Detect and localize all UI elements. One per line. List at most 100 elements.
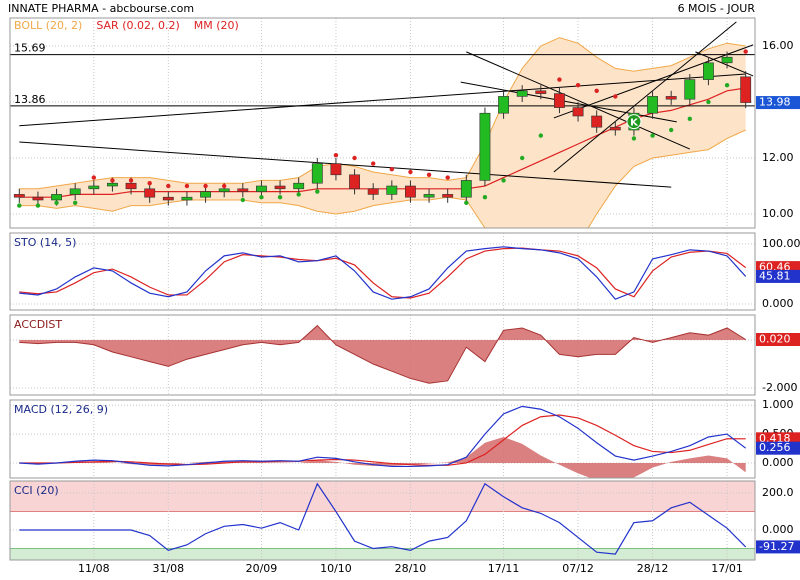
candle-body	[460, 180, 472, 198]
sar-dot	[110, 178, 115, 183]
x-tick-label: 31/08	[152, 562, 184, 575]
last-value-box	[756, 333, 800, 347]
sar-dot	[352, 155, 357, 161]
accdist-line	[19, 324, 746, 384]
y-tick-label: 200.0	[762, 486, 794, 499]
sar-dot	[296, 192, 301, 197]
candle-body	[181, 196, 193, 201]
band	[10, 481, 755, 512]
indicator-line	[19, 482, 747, 555]
candle-body	[498, 96, 509, 114]
sar-dot	[706, 99, 711, 105]
histogram	[19, 436, 746, 478]
trendline	[695, 51, 754, 77]
candle-body	[125, 182, 137, 190]
y-tick-label: 100.00	[762, 237, 800, 250]
candle-body	[237, 188, 249, 192]
sar-dot	[203, 183, 208, 189]
sar-dot	[464, 200, 469, 205]
panel-title: CCI (20)	[14, 484, 59, 497]
candle-body	[256, 185, 267, 192]
band	[10, 548, 755, 560]
y-tick-label: 0.000	[762, 523, 794, 536]
candle-body	[479, 112, 491, 181]
panel-frame	[9, 399, 756, 479]
sar-dot	[519, 155, 525, 161]
moving-average	[19, 87, 746, 198]
y-tick-label: 1.000	[762, 398, 794, 411]
sar-dot	[557, 77, 562, 82]
sar-dot	[128, 178, 134, 183]
candle-body	[405, 185, 416, 198]
candle-body	[88, 185, 100, 190]
last-value-label: 13.98	[759, 96, 791, 109]
trendline	[19, 73, 746, 127]
sar-dot	[240, 197, 246, 203]
accdist-area	[19, 325, 746, 384]
panel	[10, 233, 755, 310]
candle-body	[516, 90, 528, 97]
panel-frame	[9, 17, 756, 229]
boll-upper	[19, 37, 746, 190]
y-tick-label: -2.000	[762, 381, 797, 394]
candle-body	[293, 182, 305, 190]
sar-dot	[575, 83, 581, 88]
y-tick-label: 16.00	[762, 39, 794, 52]
x-tick-label: 28/12	[637, 562, 669, 575]
panel	[10, 18, 755, 228]
candle-body	[703, 62, 714, 80]
chart-subtitle: 6 MOIS - JOUR	[678, 2, 756, 15]
sar-dot	[538, 133, 544, 138]
sar-dot	[221, 183, 227, 189]
sar-dot	[482, 195, 488, 200]
sar-dot	[743, 49, 748, 54]
candle-body	[442, 194, 454, 198]
candle-body	[554, 93, 565, 108]
last-value-label: 45.81	[759, 269, 791, 282]
candle-body	[721, 56, 733, 64]
candle-body	[386, 185, 398, 195]
candle-body	[684, 79, 696, 100]
last-value-box	[756, 96, 800, 110]
candle-body	[535, 90, 547, 94]
sar-dot	[631, 136, 637, 141]
x-tick-label: 07/12	[562, 562, 594, 575]
sar-dot	[315, 189, 320, 194]
sar-dot	[277, 195, 283, 200]
panel	[10, 315, 755, 395]
trendline	[19, 141, 672, 188]
panel	[10, 481, 755, 560]
last-value-label: 0.418	[759, 432, 791, 445]
panel-title: STO (14, 5)	[14, 236, 76, 249]
candle-body	[162, 196, 174, 201]
sar-dot	[501, 178, 506, 183]
level-label: 15.69	[14, 42, 46, 55]
sar-dot	[445, 175, 450, 180]
panel-frame	[9, 232, 756, 311]
legend-item: MM (20)	[194, 19, 239, 32]
candle-body	[740, 76, 752, 103]
last-value-label: 0.256	[759, 441, 791, 454]
sar-dot	[650, 133, 655, 138]
sar-dot	[91, 175, 97, 180]
level-label: 13.86	[14, 93, 46, 106]
annotation-marker	[626, 114, 642, 130]
x-tick-label: 11/08	[78, 562, 110, 575]
candle-body	[32, 196, 44, 201]
trendline	[466, 51, 691, 150]
sar-dot	[687, 116, 693, 122]
y-tick-label: 12.00	[762, 151, 794, 164]
indicator-line	[19, 247, 747, 299]
candle-body	[274, 185, 286, 190]
boll-lower	[19, 129, 746, 228]
sar-dot	[54, 200, 59, 205]
candle-body	[69, 188, 81, 195]
x-tick-label: 17/11	[488, 562, 520, 575]
candle-body	[609, 126, 621, 131]
y-tick-label: 10.00	[762, 207, 794, 220]
indicator-line	[19, 246, 747, 300]
y-tick-label: 0.000	[762, 297, 794, 310]
candle-body	[200, 191, 211, 198]
panel	[10, 400, 755, 478]
